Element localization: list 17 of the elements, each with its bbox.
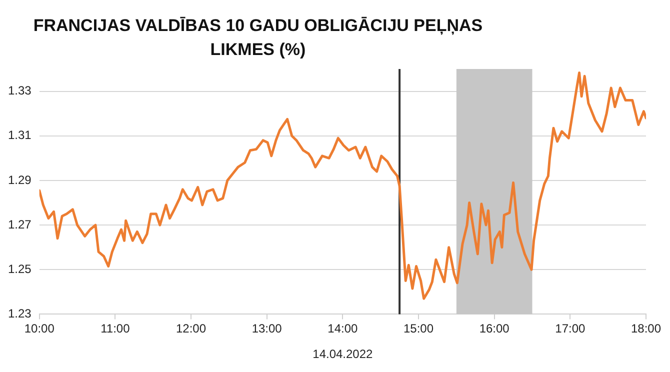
x-tick-label: 13:00 [252, 322, 282, 336]
x-tick-label: 16:00 [479, 322, 510, 336]
y-tick-label: 1.29 [8, 172, 32, 187]
chart-title: FRANCIJAS VALDĪBAS 10 GADU OBLIGĀCIJU PEĻŅAS LIKMES (%) [32, 15, 484, 61]
y-tick-label: 1.23 [8, 306, 32, 321]
x-tick-label: 11:00 [100, 322, 130, 336]
x-tick-label: 10:00 [24, 322, 55, 336]
x-axis-title: 14.04.2022 [312, 347, 374, 362]
y-tick-label: 1.25 [8, 262, 32, 276]
y-tick-label: 1.31 [8, 128, 32, 142]
x-tick-label: 12:00 [176, 322, 206, 336]
x-tick-label: 15:00 [403, 322, 434, 336]
x-tick-label: 18:00 [630, 322, 662, 336]
y-tick-label: 1.33 [8, 84, 32, 98]
x-tick-label: 14:00 [328, 322, 358, 336]
x-tick-label: 17:00 [555, 322, 586, 336]
y-tick-label: 1.27 [8, 217, 32, 232]
